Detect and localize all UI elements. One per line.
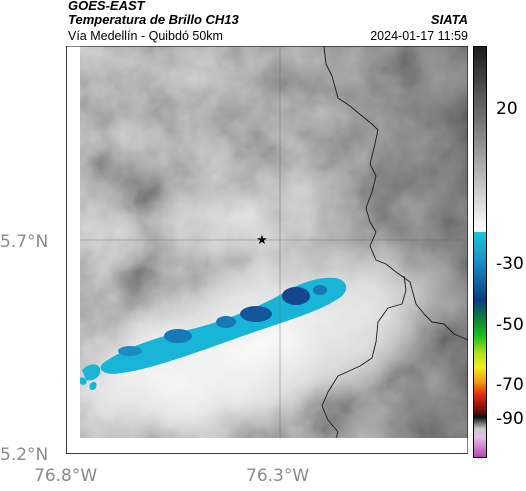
organization-label: SIATA (430, 12, 468, 27)
lat-tick-label: 5.7°N (0, 232, 49, 252)
region-subtitle: Vía Medellín - Quibdó 50km (68, 29, 223, 43)
temperature-colorbar (473, 46, 487, 458)
colorbar-tick-label: -90 (496, 409, 524, 429)
satellite-map[interactable]: ★ (66, 46, 468, 454)
ir-bright-southwest (66, 321, 266, 431)
product-title: Temperatura de Brillo CH13 (68, 12, 239, 27)
satellite-source: GOES-EAST (68, 0, 145, 13)
colorbar-tick-label: -30 (496, 254, 524, 274)
lat-tick-label: 5.2°N (0, 445, 49, 465)
colorbar-tick-label: -70 (496, 375, 524, 395)
colorbar-tick-label: -50 (496, 315, 524, 335)
map-bottom-margin (66, 438, 468, 454)
cold-cloud-band (79, 277, 347, 391)
map-left-margin (66, 46, 80, 454)
star-icon: ★ (256, 233, 268, 248)
colorbar-tick-label: 20 (496, 99, 518, 119)
timestamp-label: 2024-01-17 11:59 (370, 29, 468, 43)
lon-tick-label: 76.3°W (246, 466, 310, 486)
lon-tick-label: 76.8°W (34, 466, 98, 486)
